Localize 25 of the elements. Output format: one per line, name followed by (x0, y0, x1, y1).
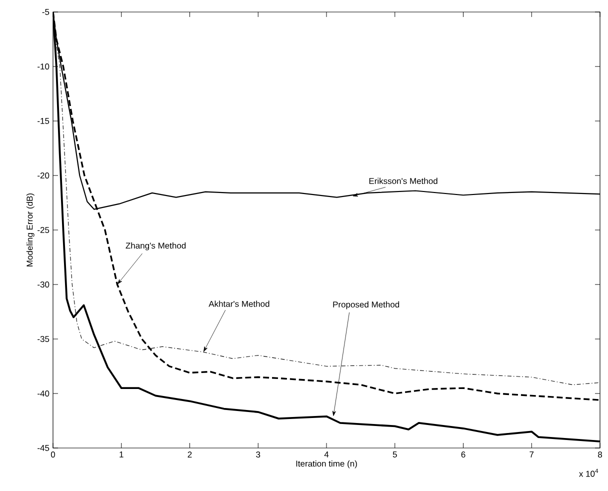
y-tick-label: -5 (42, 9, 50, 15)
x-tick-label: 7 (530, 452, 534, 458)
y-tick-label: -40 (38, 390, 50, 397)
annotation: Proposed Method (333, 301, 400, 310)
annotation: Akhtar's Method (208, 300, 270, 307)
y-tick-label: -45 (38, 445, 50, 451)
x-tick-label: 3 (256, 452, 260, 458)
x-tick-label: 1 (120, 452, 124, 458)
x-tick-label: 0 (50, 452, 56, 458)
x-tick-label: 6 (461, 452, 466, 458)
y-tick-label: -20 (38, 172, 50, 178)
y-tick-label: -25 (38, 226, 50, 233)
x-tick-label: 8 (598, 452, 602, 458)
x-tick-label: 2 (188, 452, 192, 458)
y-tick-label: -10 (38, 63, 50, 70)
annotation: Eriksson's Method (369, 178, 438, 184)
text: x 10$^{4}$ (579, 468, 598, 477)
x-tick-label: 5 (392, 452, 397, 458)
x-tick-label: 4 (324, 452, 329, 458)
y-tick-label: -35 (38, 336, 50, 342)
annotation: Zhang's Method (126, 242, 186, 250)
x-axis-title: Iteration time (n) (296, 460, 357, 468)
y-tick-label: -15 (38, 118, 50, 124)
y-axis-title: Modeling Error (dB) (26, 193, 34, 266)
y-tick-label: -30 (38, 281, 50, 288)
